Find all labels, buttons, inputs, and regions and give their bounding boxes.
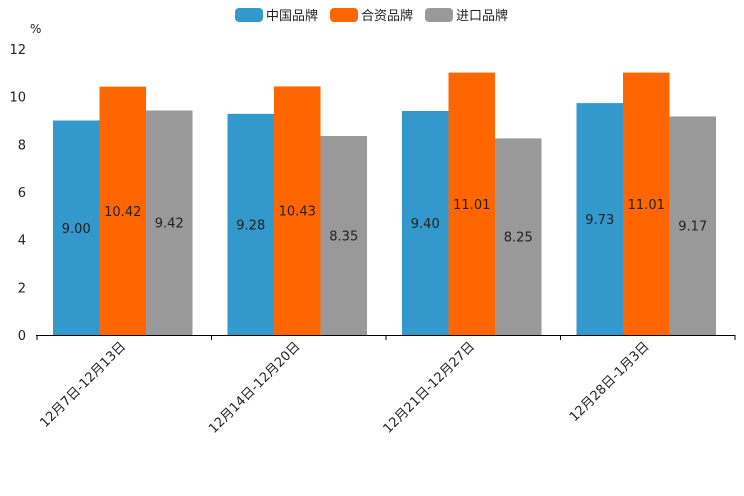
y-tick-label: 6	[18, 186, 26, 201]
value-label-3-2: 8.35	[329, 229, 358, 244]
y-tick-label: 0	[18, 329, 26, 344]
bar-2-3	[448, 72, 495, 335]
legend-label-3: 进口品牌	[456, 8, 508, 24]
value-label-1-3: 9.40	[411, 217, 440, 232]
y-axis-unit-label: %	[30, 22, 41, 36]
bar-3-3	[495, 138, 542, 335]
legend-swatch-2	[330, 8, 358, 22]
bar-3-2	[320, 135, 367, 335]
value-label-1-4: 9.73	[585, 213, 614, 228]
y-tick-label: 2	[18, 281, 26, 296]
x-axis: 12月7日-12月13日 12月14日-12月20日 12月21日-12月27日 12…	[36, 335, 736, 437]
value-label-2-3: 11.01	[453, 198, 490, 213]
x-tick-label: 12月21日-12月27日	[381, 339, 478, 436]
legend: 中国品牌 合资品牌 进口品牌	[235, 8, 508, 24]
bar-2-4	[623, 72, 670, 335]
y-tick-label: 10	[9, 91, 26, 106]
legend-label-1: 中国品牌	[266, 8, 318, 24]
bar-2-2	[274, 86, 321, 335]
legend-label-2: 合资品牌	[361, 8, 413, 24]
bar-2-1	[99, 86, 146, 335]
value-label-1-1: 9.00	[62, 222, 91, 237]
bar-1-3	[402, 110, 449, 335]
x-tick-label: 12月7日-12月13日	[37, 339, 129, 431]
x-tick-label: 12月28日-1月3日	[567, 339, 653, 425]
value-label-3-1: 9.42	[155, 217, 184, 232]
bar-1-4	[576, 103, 623, 335]
bar-3-1	[146, 110, 193, 336]
value-labels: 9.00 10.42 9.42 9.28 10.43 8.35 9.40 11.01 8.25 9…	[62, 198, 707, 246]
y-tick-label: 4	[18, 234, 26, 249]
y-axis: 0 2 4 6 8 10 12	[9, 43, 26, 344]
value-label-2-2: 10.43	[279, 205, 316, 220]
bar-1-1	[53, 120, 100, 335]
bar-3-4	[669, 116, 716, 335]
value-label-2-4: 11.01	[628, 198, 665, 213]
x-tick-label: 12月14日-12月20日	[206, 339, 303, 436]
value-label-1-2: 9.28	[236, 218, 265, 233]
y-tick-label: 12	[9, 43, 26, 58]
legend-swatch-3	[425, 8, 453, 22]
legend-swatch-1	[235, 8, 263, 22]
bar-1-2	[227, 113, 274, 336]
bars	[53, 72, 716, 336]
y-tick-label: 8	[18, 138, 26, 153]
value-label-3-3: 8.25	[504, 231, 533, 246]
value-label-2-1: 10.42	[104, 205, 141, 220]
value-label-3-4: 9.17	[678, 220, 707, 235]
